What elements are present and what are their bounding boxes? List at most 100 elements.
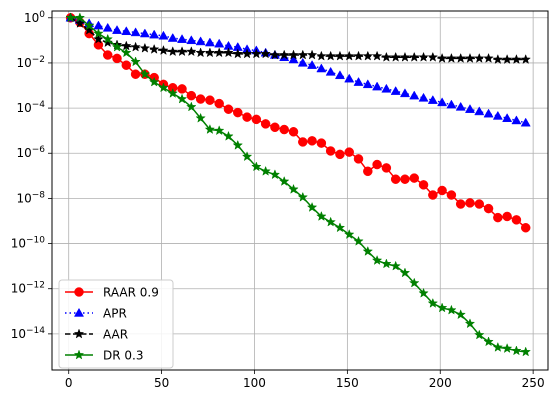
data-point <box>455 199 466 209</box>
data-point <box>307 60 318 69</box>
y-tick-label: 10−6 <box>16 145 45 160</box>
data-point <box>83 20 95 31</box>
data-point <box>353 154 364 164</box>
data-point <box>344 73 355 83</box>
data-point <box>195 36 206 46</box>
data-point <box>334 50 346 61</box>
data-point <box>288 127 299 137</box>
data-point <box>139 68 151 79</box>
legend-box <box>58 279 174 369</box>
data-point <box>223 104 234 114</box>
data-point <box>74 12 86 23</box>
data-point <box>399 267 411 278</box>
data-point <box>316 50 327 61</box>
y-tick-label: 10−8 <box>16 190 45 205</box>
data-point <box>334 222 346 233</box>
data-point <box>409 173 419 183</box>
data-point <box>214 38 225 48</box>
data-point <box>121 47 132 58</box>
data-point <box>483 203 494 214</box>
data-point <box>362 50 374 61</box>
data-point <box>501 54 513 65</box>
data-point <box>372 159 382 170</box>
data-point <box>176 93 188 104</box>
data-point <box>205 95 215 105</box>
data-point <box>343 229 355 239</box>
data-point <box>363 166 373 177</box>
series-4 <box>65 12 531 357</box>
y-tick-label: 10−4 <box>16 100 45 115</box>
data-point <box>427 297 439 308</box>
x-tick-label: 100 <box>243 376 266 390</box>
data-point <box>325 146 336 156</box>
data-point <box>167 87 178 98</box>
data-point <box>474 52 485 63</box>
data-point <box>93 28 104 39</box>
data-point <box>390 174 401 184</box>
data-point <box>511 345 522 356</box>
data-point <box>436 52 448 63</box>
data-point <box>381 163 392 173</box>
data-point <box>493 212 503 223</box>
data-point <box>306 49 318 60</box>
data-point <box>409 277 420 288</box>
data-point <box>408 51 420 62</box>
data-point <box>334 70 345 80</box>
data-point <box>130 27 141 37</box>
legend-marker <box>73 307 85 317</box>
series-layer <box>65 12 531 357</box>
data-point <box>242 112 252 122</box>
data-point <box>353 235 364 246</box>
data-point <box>316 63 327 73</box>
data-point <box>278 49 290 60</box>
data-point <box>177 34 188 43</box>
data-point <box>520 117 531 127</box>
axes-frame <box>51 10 549 371</box>
data-point <box>232 48 244 59</box>
data-point <box>195 47 206 58</box>
data-point <box>464 52 476 63</box>
x-tick-label: 200 <box>429 376 452 390</box>
data-point <box>102 37 113 48</box>
data-point <box>204 124 216 134</box>
data-point <box>371 50 383 61</box>
data-point <box>464 104 476 113</box>
data-point <box>446 52 457 63</box>
data-point <box>418 51 429 62</box>
data-point <box>167 32 178 42</box>
data-point <box>483 52 494 63</box>
data-point <box>102 22 113 32</box>
x-tick-label: 150 <box>336 376 359 390</box>
data-point <box>418 180 429 190</box>
data-point <box>130 41 141 52</box>
data-point <box>492 341 504 352</box>
legend-label: DR 0.3 <box>103 349 143 363</box>
data-point <box>204 37 215 47</box>
data-point <box>130 56 141 67</box>
data-point <box>381 258 392 269</box>
data-point <box>428 190 438 200</box>
data-point <box>298 137 308 147</box>
data-point <box>213 47 225 58</box>
data-point <box>325 50 336 61</box>
data-point <box>446 190 457 200</box>
data-point <box>260 165 271 176</box>
data-point <box>353 50 364 61</box>
data-point <box>520 223 531 233</box>
data-point <box>381 51 392 62</box>
data-point <box>251 161 262 172</box>
data-point <box>223 47 234 58</box>
legend-label: AAR <box>103 328 128 342</box>
data-point <box>195 94 206 104</box>
data-point <box>149 29 160 39</box>
data-point <box>400 174 410 184</box>
data-point <box>409 90 420 100</box>
data-point <box>186 35 197 45</box>
data-point <box>177 84 187 94</box>
data-point <box>241 151 253 162</box>
legend-marker <box>73 349 85 360</box>
data-point <box>270 122 280 133</box>
data-point <box>241 48 253 59</box>
data-point <box>436 302 448 313</box>
